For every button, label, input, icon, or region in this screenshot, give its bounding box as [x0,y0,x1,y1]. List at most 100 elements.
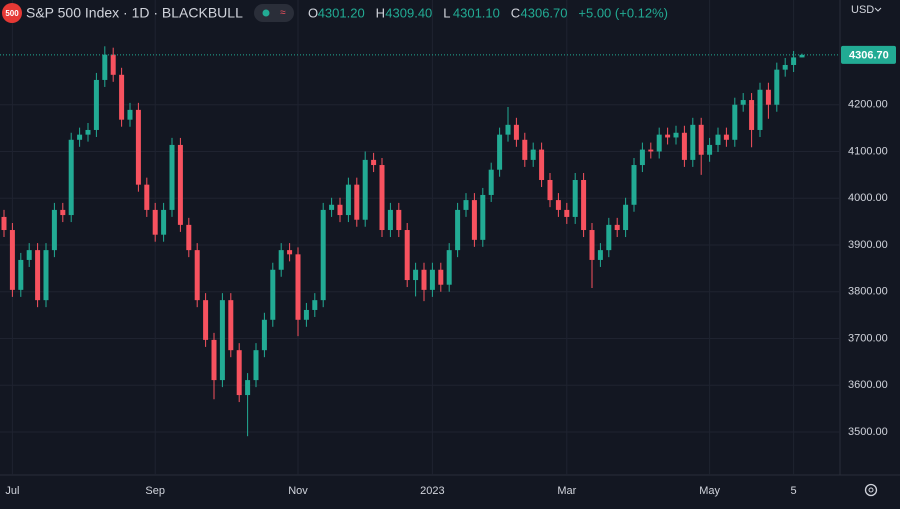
candle-body [51,209,57,251]
title: S&P 500 Index · 1D · BLACKBULL [26,5,243,21]
candle-body [505,124,511,135]
y-tick-label: 4100.00 [848,145,888,157]
settings-icon[interactable] [864,483,878,497]
candle-body [757,89,763,130]
candle-body [639,149,645,166]
ohlc-legend: O 4301.20 H 4309.40 L 4301.10 C 4306.70 +5.00 (+… [308,5,668,20]
candle-body [18,259,24,290]
candle-body [236,350,242,396]
candle-body [261,319,267,351]
candle-body [749,100,755,130]
candle-body [371,159,377,166]
candle-body [85,129,91,135]
ohlc-key: H [376,5,385,20]
ohlc-value: 4301.20 [318,5,365,20]
y-tick-label: 3600.00 [848,379,888,391]
candle-body [631,165,637,205]
settings-icon-center [868,487,874,493]
candle-body [93,79,99,130]
candle-body [463,200,469,210]
candle-body [606,224,612,251]
candle-body [455,209,461,251]
candle-body [35,250,41,301]
x-tick-label: 2023 [420,485,444,497]
candle-body [656,134,662,152]
ohlc-key: L [443,5,450,20]
candle-body [681,132,687,160]
candle-body [110,54,116,75]
y-tick-label: 3900.00 [848,239,888,251]
market-status [262,9,270,17]
candle-body [555,200,561,210]
candle-body [135,109,141,185]
candle-body [219,300,225,381]
candle-body [253,350,259,381]
status-pill[interactable] [254,4,294,22]
x-tick-label: Mar [557,485,576,497]
candle-body [68,139,74,216]
candle-body [194,250,200,301]
candle-body [169,144,175,210]
candle-body [471,200,477,240]
candle-body [43,250,49,301]
y-tick-label: 3500.00 [848,426,888,438]
candle-body [480,194,486,240]
candle-body [177,144,183,225]
candle-body [581,179,587,231]
candle-body [287,250,293,255]
candle-body [228,300,234,351]
candle-body [597,250,603,260]
candle-body [446,250,452,285]
candle-body [429,269,435,290]
candle-body [152,209,158,235]
candle-body [379,165,385,231]
candle-body [77,134,83,140]
candle-body [539,149,545,180]
candle-body [26,250,32,260]
candle-body [186,224,192,251]
currency[interactable]: USD [851,4,874,16]
y-tick-label: 3800.00 [848,286,888,298]
candle-body [791,57,797,65]
candle-body [488,169,494,195]
candle-body [362,159,368,220]
candle-body [211,339,217,381]
candle-body [278,250,284,270]
candle-body [614,224,620,231]
candle-body [665,134,671,138]
candle-body [1,216,7,231]
candle-body [421,269,427,290]
candle-body [564,209,570,217]
candle-body [127,109,133,120]
last-price-tag [841,45,896,64]
candle-body [530,149,536,160]
last-price-label: 4306.70 [849,50,889,62]
candle-body [497,134,503,170]
candle-body [329,204,335,210]
candle-body [303,309,309,320]
x-tick-label: Sep [145,485,165,497]
candles [1,46,805,437]
x-tick-label: May [699,485,720,497]
candle-body [765,89,771,105]
candle-body [396,209,402,231]
candle-body [354,184,360,220]
candle-body [438,269,444,285]
candle-body [337,204,343,216]
candle-body [589,230,595,260]
candle-body [740,100,746,105]
logo: 500 [5,9,19,18]
currency-caret [874,7,882,12]
candle-body [102,54,108,80]
candle-body [320,209,326,301]
overlay: 3500.00 3600.00 3700.00 3800.00 3900.00 4000.… [0,45,896,497]
candle-body [270,269,276,320]
status-icon: ≈ [280,8,286,19]
candle-body [60,209,66,216]
candle-body [404,230,410,281]
candle-body [119,74,125,120]
y-tick-label: 4200.00 [848,99,888,111]
ohlc-key: C [511,5,520,20]
ohlc-value: 4306.70 [521,5,568,20]
